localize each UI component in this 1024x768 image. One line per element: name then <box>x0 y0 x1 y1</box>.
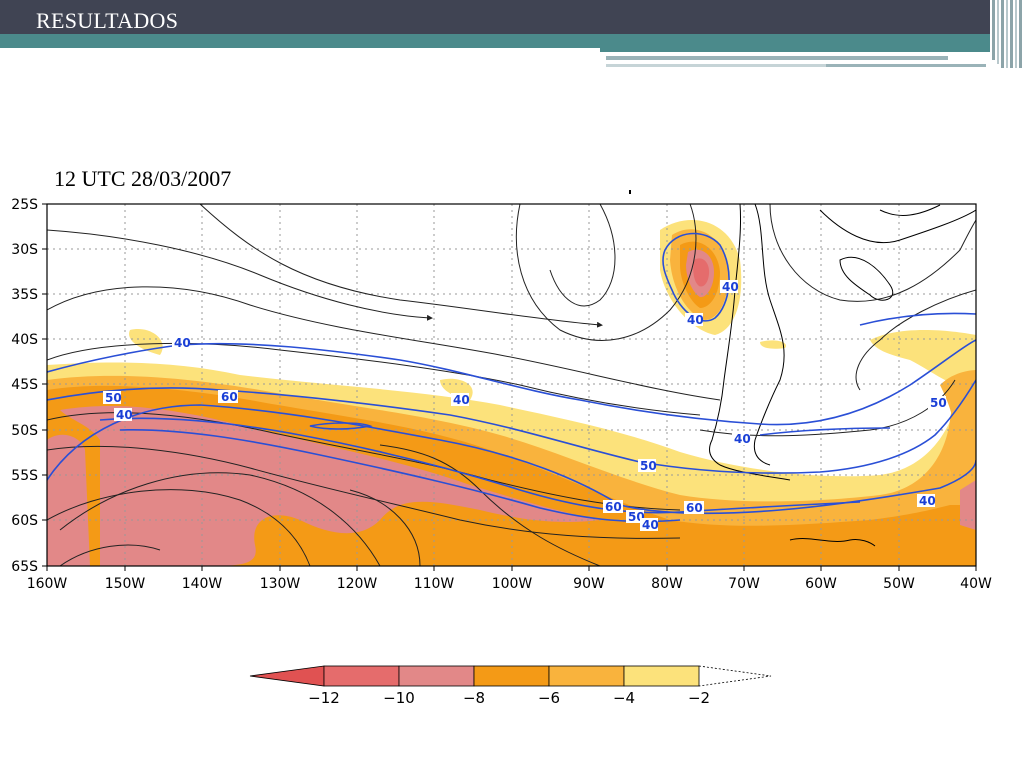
contour-label: 50 <box>105 391 122 405</box>
x-axis-labels: 160W 150W 140W 130W 120W 110W 100W 90W 8… <box>27 576 992 592</box>
colorbar-segment <box>473 665 550 687</box>
x-tick-label: 110W <box>414 576 455 592</box>
colorbar-level-label: −8 <box>463 689 485 707</box>
y-tick-label: 50S <box>11 423 38 439</box>
section-title: RESULTADOS <box>36 8 179 33</box>
contour-label: 40 <box>116 408 133 422</box>
y-tick-label: 35S <box>11 287 38 303</box>
y-tick-label: 65S <box>11 559 38 575</box>
x-tick-label: 100W <box>492 576 533 592</box>
y-tick-label: 25S <box>11 197 38 213</box>
colorbar-level-label: −4 <box>613 689 635 707</box>
x-tick-label: 40W <box>960 576 992 592</box>
contour-label: 40 <box>453 393 470 407</box>
header-accent-band <box>0 34 1024 48</box>
colorbar-segment <box>398 665 475 687</box>
colorbar-high-extension <box>698 665 772 687</box>
colorbar-boxes <box>249 665 772 687</box>
colorbar-low-extension <box>249 665 325 687</box>
x-tick-label: 160W <box>27 576 68 592</box>
coastlines <box>709 204 976 547</box>
contour-label: 50 <box>930 396 947 410</box>
contour-label: 60 <box>686 501 703 515</box>
plot-area: 40 60 50 40 40 40 40 50 40 50 40 60 50 <box>47 204 976 566</box>
colorbar-level-label: −6 <box>538 689 560 707</box>
contour-label: 60 <box>221 390 238 404</box>
x-tick-label: 140W <box>182 576 223 592</box>
colorbar-labels: −12 −10 −8 −6 −4 −2 <box>308 689 710 707</box>
y-tick-label: 40S <box>11 332 38 348</box>
weather-map: 40 60 50 40 40 40 40 50 40 50 40 60 50 <box>11 190 992 592</box>
x-tick-label: 150W <box>105 576 146 592</box>
streamlines <box>47 204 976 566</box>
contour-label: 40 <box>919 494 936 508</box>
x-tick-label: 130W <box>260 576 301 592</box>
contour-label: 40 <box>722 280 739 294</box>
header-accent-band-lower <box>600 46 1024 52</box>
contour-label: 50 <box>640 459 657 473</box>
colorbar-segment <box>323 665 400 687</box>
colorbar-legend: −12 −10 −8 −6 −4 −2 <box>249 665 772 707</box>
colorbar-level-label: −12 <box>308 689 340 707</box>
header-accent-line <box>606 64 826 67</box>
colorbar-level-label: −10 <box>383 689 415 707</box>
contour-labels: 40 60 50 40 40 40 40 50 40 50 40 60 50 <box>103 280 947 532</box>
contour-label: 40 <box>734 432 751 446</box>
x-tick-label: 90W <box>573 576 605 592</box>
wind-contours <box>47 232 976 523</box>
contour-label: 40 <box>174 336 191 350</box>
colorbar-segment <box>623 665 700 687</box>
contour-label: 40 <box>642 518 659 532</box>
y-tick-label: 60S <box>11 513 38 529</box>
y-tick-label: 45S <box>11 377 38 393</box>
header-bar <box>0 0 1024 34</box>
y-tick-label: 55S <box>11 468 38 484</box>
contour-label: 60 <box>605 500 622 514</box>
x-tick-label: 80W <box>651 576 683 592</box>
contour-label: 40 <box>687 313 704 327</box>
y-axis-labels: 25S 30S 35S 40S 45S 50S 55S 60S 65S <box>11 197 38 575</box>
x-tick-label: 60W <box>805 576 837 592</box>
x-tick-label: 120W <box>337 576 378 592</box>
axis-ticks <box>42 203 977 571</box>
chart-title: 12 UTC 28/03/2007 <box>54 166 232 191</box>
x-tick-label: 70W <box>728 576 760 592</box>
colorbar-level-label: −2 <box>688 689 710 707</box>
x-tick-label: 50W <box>883 576 915 592</box>
header-stripes-decoration <box>990 0 1024 68</box>
colorbar-segment <box>548 665 625 687</box>
header-accent-line <box>826 64 986 67</box>
y-tick-label: 30S <box>11 242 38 258</box>
header-accent-line <box>606 56 948 60</box>
